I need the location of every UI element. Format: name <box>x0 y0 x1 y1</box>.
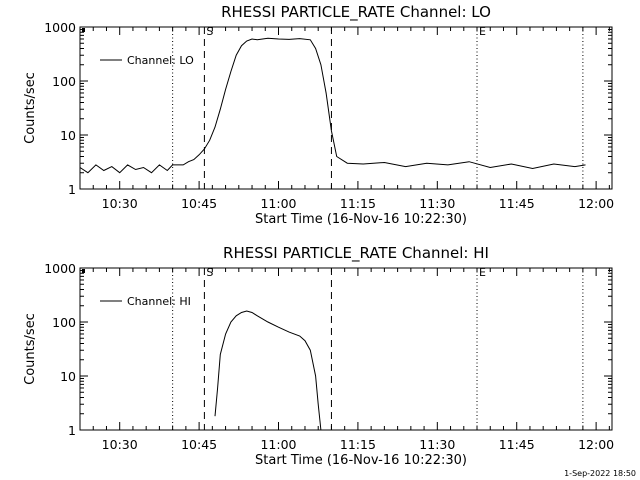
x-tick-label: 11:30 <box>419 437 455 452</box>
corner-marker <box>82 28 85 32</box>
x-tick-label: 11:30 <box>419 196 455 211</box>
y-tick-label: 10 <box>60 128 76 143</box>
x-axis-label: Start Time (16-Nov-16 10:22:30) <box>255 212 467 227</box>
x-tick-label: 10:30 <box>102 437 138 452</box>
x-tick-label: 10:45 <box>181 437 217 452</box>
series-line <box>79 37 586 174</box>
x-tick-label: 11:00 <box>260 196 296 211</box>
legend-label: Channel: HI <box>127 295 191 308</box>
y-tick-label: 100 <box>52 74 76 89</box>
x-axis-label: Start Time (16-Nov-16 10:22:30) <box>255 453 467 468</box>
marker-label: S <box>206 266 213 279</box>
y-axis-label: Counts/sec <box>23 72 38 144</box>
chart-title: RHESSI PARTICLE_RATE Channel: LO <box>221 3 491 22</box>
x-tick-label: 11:15 <box>340 196 376 211</box>
x-tick-label: 12:00 <box>578 437 614 452</box>
y-axis-label: Counts/sec <box>23 313 38 385</box>
marker-label: E <box>479 25 486 38</box>
x-tick-label: 12:00 <box>578 196 614 211</box>
x-tick-label: 11:45 <box>499 196 535 211</box>
chart-title: RHESSI PARTICLE_RATE Channel: HI <box>223 244 489 263</box>
y-tick-label: 1000 <box>44 20 76 35</box>
plot-frame <box>79 267 613 431</box>
x-tick-label: 10:30 <box>102 196 138 211</box>
x-tick-label: 11:00 <box>260 437 296 452</box>
y-tick-label: 10 <box>60 369 76 384</box>
x-tick-label: 10:45 <box>181 196 217 211</box>
y-tick-label: 100 <box>52 315 76 330</box>
y-tick-label: 1000 <box>44 261 76 276</box>
plot-frame <box>79 26 613 190</box>
marker-label: S <box>206 25 213 38</box>
y-tick-label: 1 <box>68 423 76 438</box>
corner-marker <box>82 269 85 273</box>
marker-label: E <box>479 266 486 279</box>
panel-lo: RHESSI PARTICLE_RATE Channel: LO Start Ti… <box>23 3 614 227</box>
panel-hi: RHESSI PARTICLE_RATE Channel: HI Start Ti… <box>23 244 614 468</box>
series-line <box>214 310 322 431</box>
x-tick-label: 11:45 <box>499 437 535 452</box>
legend-label: Channel: LO <box>127 54 194 67</box>
x-tick-label: 11:15 <box>340 437 376 452</box>
y-tick-label: 1 <box>68 182 76 197</box>
footer-timestamp: 1-Sep-2022 18:50 <box>564 469 636 478</box>
